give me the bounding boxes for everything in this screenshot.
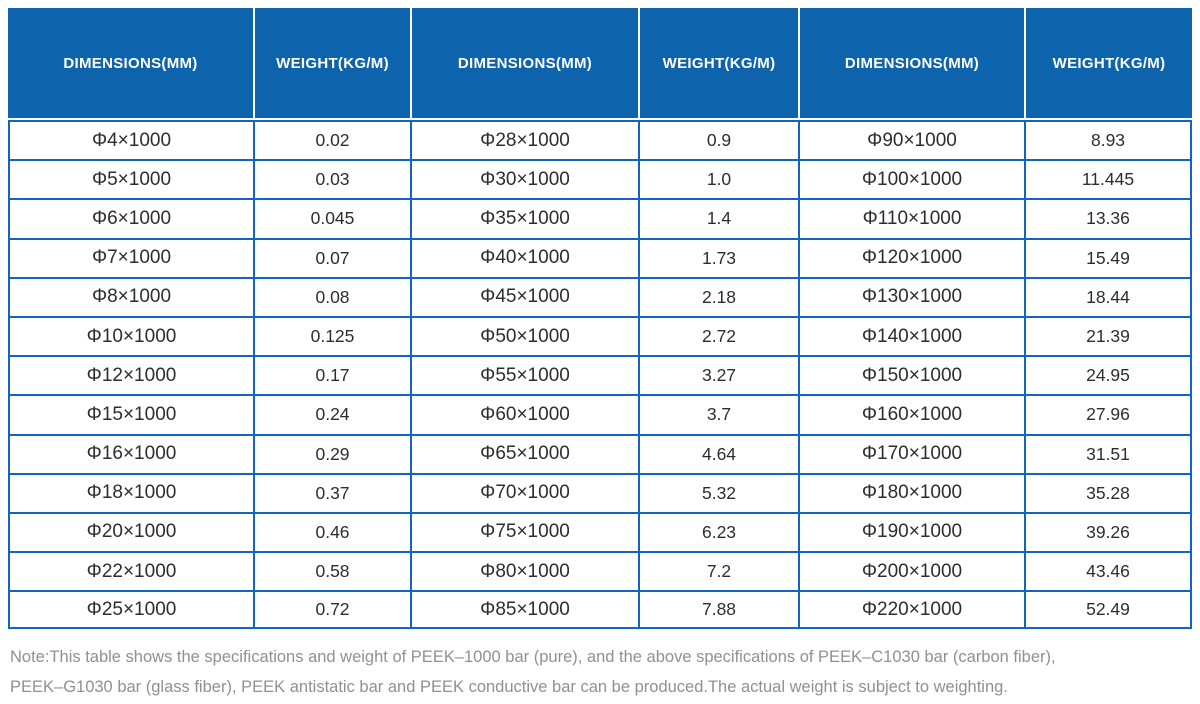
dimension-cell: Φ35×1000 xyxy=(410,198,638,238)
dimension-cell: Φ170×1000 xyxy=(798,433,1024,473)
dimension-cell: Φ110×1000 xyxy=(798,198,1024,238)
weight-cell: 0.29 xyxy=(253,433,410,473)
weight-cell: 52.49 xyxy=(1024,590,1192,630)
weight-cell: 18.44 xyxy=(1024,276,1192,316)
weight-cell: 8.93 xyxy=(1024,120,1192,160)
weight-cell: 15.49 xyxy=(1024,237,1192,277)
weight-cell: 39.26 xyxy=(1024,511,1192,552)
weight-cell: 7.2 xyxy=(638,551,798,591)
weight-cell: 2.18 xyxy=(638,276,798,316)
dimension-cell: Φ15×1000 xyxy=(8,394,253,434)
dimension-cell: Φ60×1000 xyxy=(410,394,638,434)
dimension-cell: Φ5×1000 xyxy=(8,159,253,199)
weight-cell: 6.23 xyxy=(638,511,798,552)
spec-table: DIMENSIONS(MM) WEIGHT(KG/M) DIMENSIONS(M… xyxy=(8,8,1192,630)
weight-cell: 0.58 xyxy=(253,551,410,591)
note-line-2: PEEK–G1030 bar (glass fiber), PEEK antis… xyxy=(10,678,1008,697)
dimension-cell: Φ190×1000 xyxy=(798,511,1024,552)
weight-cell: 35.28 xyxy=(1024,472,1192,512)
weight-cell: 0.125 xyxy=(253,315,410,356)
dimension-cell: Φ100×1000 xyxy=(798,159,1024,199)
weight-cell: 24.95 xyxy=(1024,355,1192,395)
weight-cell: 5.32 xyxy=(638,472,798,512)
dimension-cell: Φ70×1000 xyxy=(410,472,638,512)
dimension-cell: Φ28×1000 xyxy=(410,120,638,160)
weight-cell: 27.96 xyxy=(1024,394,1192,434)
dimension-cell: Φ80×1000 xyxy=(410,551,638,591)
weight-cell: 3.7 xyxy=(638,394,798,434)
dimension-cell: Φ45×1000 xyxy=(410,276,638,316)
weight-cell: 7.88 xyxy=(638,590,798,630)
dimension-cell: Φ20×1000 xyxy=(8,511,253,552)
weight-cell: 0.03 xyxy=(253,159,410,199)
dimension-cell: Φ200×1000 xyxy=(798,551,1024,591)
dimension-cell: Φ16×1000 xyxy=(8,433,253,473)
column-header-weight-2: WEIGHT(KG/M) xyxy=(638,8,798,118)
weight-cell: 43.46 xyxy=(1024,551,1192,591)
dimension-cell: Φ55×1000 xyxy=(410,355,638,395)
dimension-cell: Φ140×1000 xyxy=(798,315,1024,356)
dimension-cell: Φ12×1000 xyxy=(8,355,253,395)
weight-cell: 2.72 xyxy=(638,315,798,356)
weight-cell: 13.36 xyxy=(1024,198,1192,238)
dimension-cell: Φ130×1000 xyxy=(798,276,1024,316)
dimension-cell: Φ65×1000 xyxy=(410,433,638,473)
dimension-cell: Φ22×1000 xyxy=(8,551,253,591)
dimension-cell: Φ160×1000 xyxy=(798,394,1024,434)
weight-cell: 0.46 xyxy=(253,511,410,552)
column-header-dimensions-1: DIMENSIONS(MM) xyxy=(8,8,253,118)
dimension-cell: Φ220×1000 xyxy=(798,590,1024,630)
dimension-cell: Φ150×1000 xyxy=(798,355,1024,395)
weight-cell: 0.045 xyxy=(253,198,410,238)
weight-cell: 0.24 xyxy=(253,394,410,434)
dimension-cell: Φ30×1000 xyxy=(410,159,638,199)
dimension-cell: Φ4×1000 xyxy=(8,120,253,160)
column-header-dimensions-2: DIMENSIONS(MM) xyxy=(410,8,638,118)
weight-cell: 0.37 xyxy=(253,472,410,512)
weight-cell: 1.4 xyxy=(638,198,798,238)
dimension-cell: Φ8×1000 xyxy=(8,276,253,316)
weight-cell: 1.0 xyxy=(638,159,798,199)
weight-cell: 0.07 xyxy=(253,237,410,277)
dimension-cell: Φ6×1000 xyxy=(8,198,253,238)
dimension-cell: Φ40×1000 xyxy=(410,237,638,277)
column-header-dimensions-3: DIMENSIONS(MM) xyxy=(798,8,1024,118)
weight-cell: 0.9 xyxy=(638,120,798,160)
column-header-weight-3: WEIGHT(KG/M) xyxy=(1024,8,1192,118)
dimension-cell: Φ120×1000 xyxy=(798,237,1024,277)
weight-cell: 31.51 xyxy=(1024,433,1192,473)
dimension-cell: Φ7×1000 xyxy=(8,237,253,277)
weight-cell: 0.08 xyxy=(253,276,410,316)
weight-cell: 21.39 xyxy=(1024,315,1192,356)
weight-cell: 11.445 xyxy=(1024,159,1192,199)
dimension-cell: Φ50×1000 xyxy=(410,315,638,356)
weight-cell: 0.72 xyxy=(253,590,410,630)
dimension-cell: Φ75×1000 xyxy=(410,511,638,552)
weight-cell: 0.02 xyxy=(253,120,410,160)
dimension-cell: Φ90×1000 xyxy=(798,120,1024,160)
note: Note:This table shows the specifications… xyxy=(10,642,1190,702)
dimension-cell: Φ25×1000 xyxy=(8,590,253,630)
weight-cell: 0.17 xyxy=(253,355,410,395)
column-header-weight-1: WEIGHT(KG/M) xyxy=(253,8,410,118)
dimension-cell: Φ85×1000 xyxy=(410,590,638,630)
note-line-1: Note:This table shows the specifications… xyxy=(10,648,1056,667)
dimension-cell: Φ10×1000 xyxy=(8,315,253,356)
dimension-cell: Φ180×1000 xyxy=(798,472,1024,512)
weight-cell: 3.27 xyxy=(638,355,798,395)
dimension-cell: Φ18×1000 xyxy=(8,472,253,512)
weight-cell: 1.73 xyxy=(638,237,798,277)
weight-cell: 4.64 xyxy=(638,433,798,473)
